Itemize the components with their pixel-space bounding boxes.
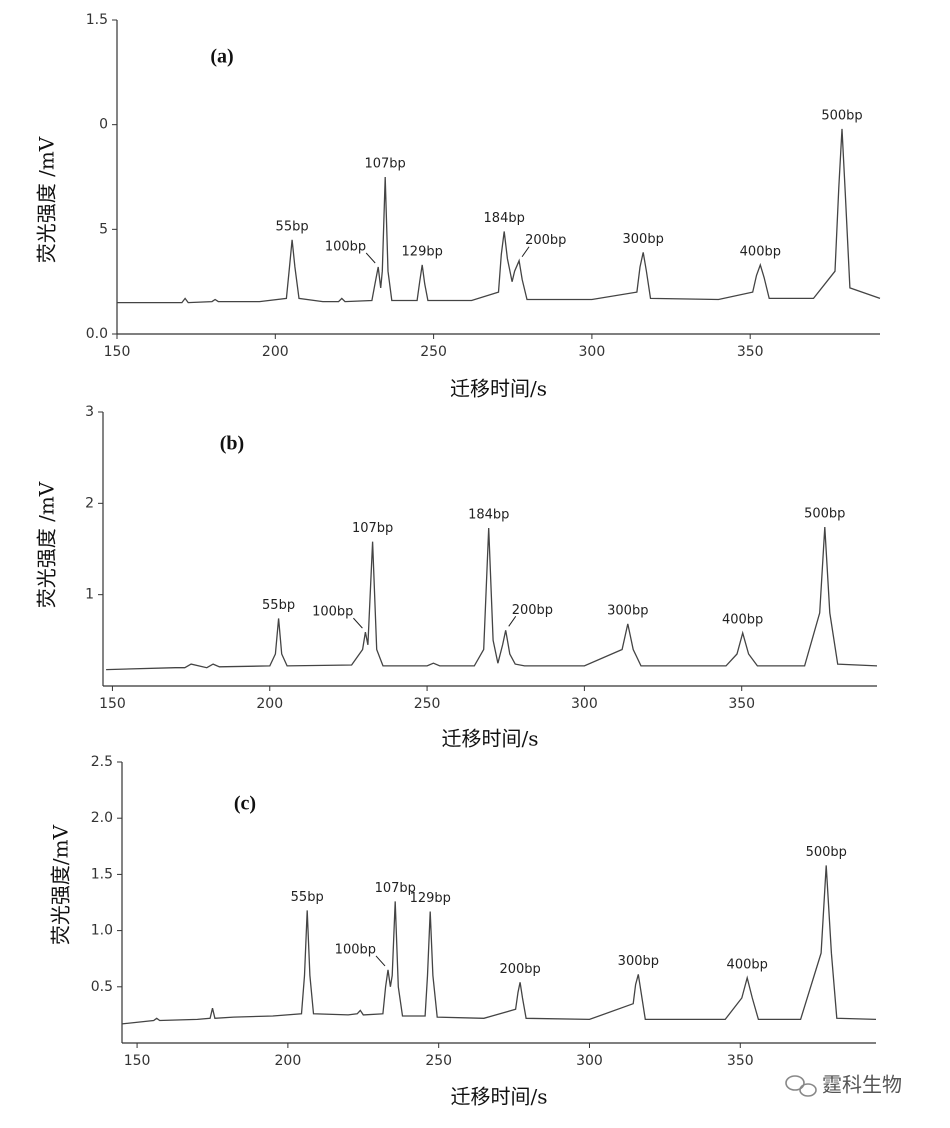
y-tick-label: 1.5: [86, 12, 108, 28]
y-tick-label: 0.5: [91, 979, 113, 995]
y-tick-label: 2: [85, 495, 94, 511]
annotation: 100bp: [335, 942, 376, 957]
y-tick-label: 5: [99, 221, 108, 237]
annotation: 300bp: [618, 954, 659, 969]
x-tick-label: 350: [728, 696, 755, 712]
y-tick-label: 1.5: [91, 866, 113, 882]
annotation: 55bp: [291, 890, 324, 905]
x-axis-label: 迁移时间/s: [450, 377, 547, 401]
annotation: 107bp: [352, 521, 393, 536]
annotation-arrow: [353, 617, 363, 629]
x-tick-label: 150: [124, 1053, 151, 1069]
annotation: 400bp: [740, 244, 781, 259]
x-tick-label: 300: [571, 696, 598, 712]
annotation: 300bp: [607, 603, 648, 618]
panel-label: (a): [210, 46, 233, 68]
x-tick-label: 250: [425, 1053, 452, 1069]
x-axis-label: 迁移时间/s: [450, 1085, 547, 1109]
y-tick-label: 3: [85, 404, 94, 420]
x-tick-label: 150: [99, 696, 126, 712]
y-tick-label: 2.5: [91, 754, 113, 770]
trace: [106, 527, 878, 671]
annotation: 107bp: [364, 157, 405, 172]
y-tick-label: 1: [85, 587, 94, 603]
annotation: 184bp: [468, 507, 509, 522]
y-axis-label: 荧光强度/mV: [49, 824, 73, 945]
panel-label: (c): [234, 793, 256, 815]
annotation-arrow: [375, 955, 386, 967]
annotation: 500bp: [804, 507, 845, 522]
annotation: 55bp: [276, 219, 309, 234]
trace: [117, 128, 881, 304]
annotation: 400bp: [722, 613, 763, 628]
annotation-arrow: [365, 252, 376, 264]
x-tick-label: 350: [727, 1053, 754, 1069]
annotation: 400bp: [727, 957, 768, 972]
x-tick-label: 250: [414, 696, 441, 712]
y-tick-label: 0: [99, 117, 108, 133]
x-axis-label: 迁移时间/s: [441, 727, 538, 751]
x-tick-label: 350: [737, 344, 764, 360]
annotation: 200bp: [499, 962, 540, 977]
annotation: 184bp: [484, 211, 525, 226]
y-tick-label: 1.0: [91, 923, 113, 939]
annotation: 100bp: [325, 240, 366, 255]
annotation: 200bp: [525, 233, 566, 248]
trace: [121, 865, 877, 1025]
annotation-arrow: [508, 615, 517, 627]
x-tick-label: 150: [104, 344, 131, 360]
annotation: 129bp: [410, 891, 451, 906]
x-tick-label: 200: [262, 344, 289, 360]
x-tick-label: 200: [275, 1053, 302, 1069]
annotation: 55bp: [262, 598, 295, 613]
annotation: 300bp: [623, 232, 664, 247]
x-tick-label: 300: [576, 1053, 603, 1069]
x-tick-label: 250: [420, 344, 447, 360]
watermark: 霆科生物: [822, 1073, 902, 1097]
y-tick-label: 0.0: [86, 326, 108, 342]
annotation: 100bp: [312, 605, 353, 620]
annotation-arrow: [521, 246, 530, 258]
annotation: 129bp: [402, 244, 443, 259]
y-tick-label: 2.0: [91, 810, 113, 826]
x-tick-label: 300: [579, 344, 606, 360]
annotation: 200bp: [512, 603, 553, 618]
panel-label: (b): [220, 433, 244, 455]
watermark-icon: [785, 1075, 817, 1097]
annotation: 500bp: [821, 108, 862, 123]
annotation: 500bp: [806, 845, 847, 860]
annotation: 107bp: [375, 881, 416, 896]
x-tick-label: 200: [256, 696, 283, 712]
y-axis-label: 荧光强度 /mV: [35, 136, 59, 263]
y-axis-label: 荧光强度 /mV: [35, 481, 59, 608]
